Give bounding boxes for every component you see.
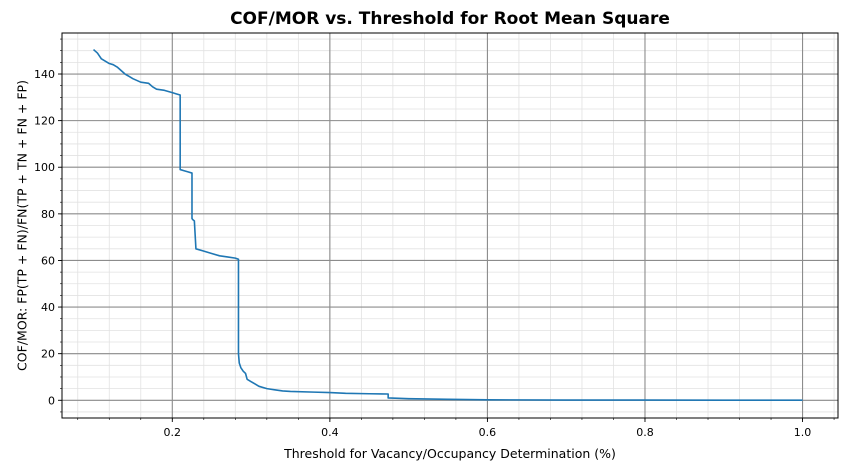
y-tick-label: 80 xyxy=(41,208,55,221)
y-tick-label: 120 xyxy=(34,115,55,128)
x-tick-label: 0.4 xyxy=(321,426,339,439)
y-axis-label: COF/MOR: FP(TP + FN)/FN(TP + TN + FN + F… xyxy=(14,80,29,371)
y-tick-label: 100 xyxy=(34,161,55,174)
y-tick-label: 20 xyxy=(41,348,55,361)
x-tick-label: 0.8 xyxy=(636,426,654,439)
series-layer xyxy=(92,48,803,401)
x-tick-label: 1.0 xyxy=(794,426,812,439)
y-tick-label: 0 xyxy=(48,394,55,407)
y-tick-label: 40 xyxy=(41,301,55,314)
x-tick-label: 0.6 xyxy=(479,426,497,439)
x-axis-label: Threshold for Vacancy/Occupancy Determin… xyxy=(283,446,616,461)
y-tick-label: 60 xyxy=(41,254,55,267)
y-tick-label: 140 xyxy=(34,68,55,81)
chart-title: COF/MOR vs. Threshold for Root Mean Squa… xyxy=(230,9,670,29)
ticks-layer: 0.2 0.4 0.6 0.8 1.0 0 20 40 60 80 100 120 140 xyxy=(34,38,835,439)
series-line xyxy=(92,48,803,401)
x-tick-label: 0.2 xyxy=(164,426,182,439)
